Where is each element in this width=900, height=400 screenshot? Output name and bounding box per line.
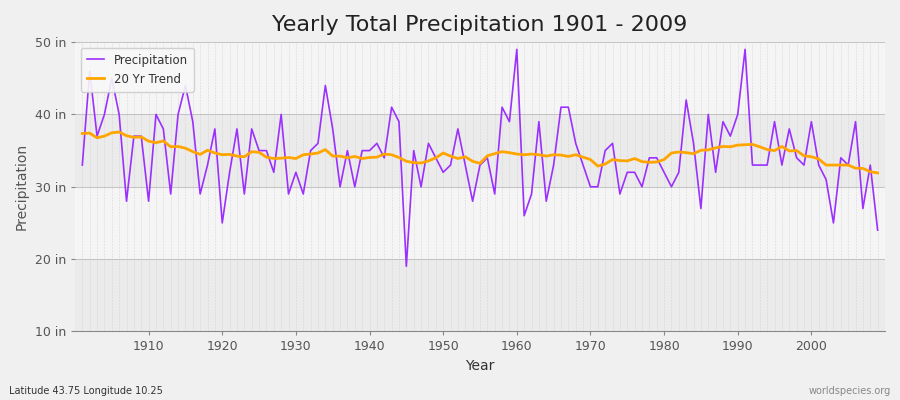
Precipitation xyxy=(298,192,309,196)
20 Yr Trend xyxy=(518,152,529,157)
20 Yr Trend xyxy=(872,170,883,175)
Precipitation xyxy=(136,134,147,138)
Text: worldspecies.org: worldspecies.org xyxy=(809,386,891,396)
Text: Latitude 43.75 Longitude 10.25: Latitude 43.75 Longitude 10.25 xyxy=(9,386,163,396)
Precipitation xyxy=(400,264,411,269)
Legend: Precipitation, 20 Yr Trend: Precipitation, 20 Yr Trend xyxy=(81,48,194,92)
Bar xyxy=(75,42,885,114)
20 Yr Trend xyxy=(305,152,316,156)
Precipitation xyxy=(872,228,883,232)
Precipitation xyxy=(342,148,353,153)
X-axis label: Year: Year xyxy=(465,359,495,373)
20 Yr Trend xyxy=(76,131,87,136)
Precipitation xyxy=(518,213,529,218)
Bar xyxy=(75,114,885,187)
Bar xyxy=(75,259,885,332)
Line: Precipitation: Precipitation xyxy=(82,49,878,266)
Precipitation xyxy=(76,163,87,168)
Bar xyxy=(75,187,885,259)
20 Yr Trend xyxy=(608,157,618,162)
Precipitation xyxy=(615,192,626,196)
20 Yr Trend xyxy=(113,130,124,134)
Line: 20 Yr Trend: 20 Yr Trend xyxy=(82,132,878,173)
20 Yr Trend xyxy=(143,139,154,144)
20 Yr Trend xyxy=(349,154,360,159)
20 Yr Trend xyxy=(511,152,522,156)
Y-axis label: Precipitation: Precipitation xyxy=(15,143,29,230)
Title: Yearly Total Precipitation 1901 - 2009: Yearly Total Precipitation 1901 - 2009 xyxy=(273,15,688,35)
Precipitation xyxy=(526,192,537,196)
Precipitation xyxy=(511,47,522,52)
